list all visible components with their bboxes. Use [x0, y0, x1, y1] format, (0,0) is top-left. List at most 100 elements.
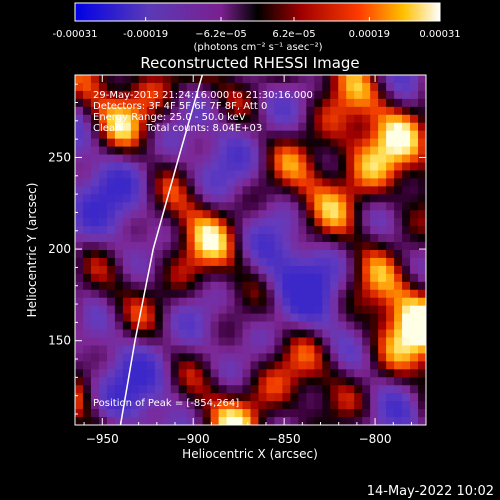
heatmap-cell	[162, 130, 172, 140]
heatmap-cell	[106, 289, 116, 299]
annotation-time: 29-May-2013 21:24:16.000 to 21:30:16.000	[93, 90, 313, 101]
heatmap-cell	[378, 234, 387, 243]
heatmap-cell	[274, 250, 284, 259]
heatmap-cell	[234, 337, 244, 347]
heatmap-cell	[106, 321, 116, 331]
heatmap-cell	[346, 385, 355, 394]
heatmap-cell	[194, 210, 204, 219]
heatmap-cell	[130, 297, 140, 307]
heatmap-cell	[274, 417, 284, 425]
heatmap-cell	[170, 162, 180, 172]
heatmap-cell	[130, 273, 140, 283]
heatmap-cell	[75, 281, 84, 291]
heatmap-cell	[122, 138, 132, 148]
heatmap-cell	[242, 154, 252, 164]
heatmap-cell	[322, 369, 331, 378]
heatmap-cell	[378, 345, 387, 354]
heatmap-cell	[306, 82, 315, 92]
heatmap-cell	[202, 297, 212, 307]
heatmap-cell	[98, 146, 108, 156]
heatmap-cell	[378, 122, 387, 132]
heatmap-cell	[370, 210, 379, 219]
heatmap-cell	[354, 202, 363, 211]
heatmap-cell	[378, 138, 387, 148]
heatmap-cell	[106, 122, 116, 132]
heatmap-cell	[394, 345, 403, 354]
heatmap-cell	[290, 106, 299, 116]
heatmap-cell	[370, 250, 379, 259]
heatmap-cell	[266, 226, 276, 235]
heatmap-cell	[194, 385, 204, 394]
heatmap-cell	[282, 226, 291, 235]
heatmap-cell	[322, 313, 331, 323]
heatmap-cell	[218, 273, 228, 283]
heatmap-cell	[146, 75, 156, 84]
heatmap-cell	[82, 162, 92, 172]
heatmap-cell	[394, 337, 403, 347]
heatmap-cell	[90, 130, 100, 140]
heatmap-cell	[418, 257, 426, 267]
heatmap-cell	[218, 242, 228, 251]
heatmap-cell	[322, 210, 331, 219]
heatmap-cell	[75, 353, 84, 362]
heatmap-cell	[170, 218, 180, 227]
heatmap-cell	[154, 321, 164, 331]
heatmap-cell	[90, 417, 100, 425]
heatmap-cell	[194, 417, 204, 425]
heatmap-cell	[322, 242, 331, 251]
heatmap-cell	[258, 242, 268, 251]
heatmap-cell	[122, 377, 132, 386]
heatmap-cell	[338, 218, 347, 227]
heatmap-cell	[162, 369, 172, 378]
heatmap-cell	[82, 369, 92, 378]
heatmap-cell	[242, 178, 252, 187]
heatmap-cell	[410, 281, 419, 291]
heatmap-cell	[306, 138, 315, 148]
heatmap-cell	[322, 114, 331, 124]
heatmap-cell	[394, 329, 403, 339]
heatmap-cell	[178, 313, 188, 323]
heatmap-cell	[226, 329, 236, 339]
heatmap-cell	[306, 98, 315, 108]
heatmap-cell	[298, 305, 307, 315]
heatmap-cell	[274, 409, 284, 418]
heatmap-cell	[410, 305, 419, 315]
heatmap-cell	[410, 90, 419, 100]
heatmap-cell	[98, 194, 108, 203]
heatmap-cell	[338, 273, 347, 283]
heatmap-cell	[322, 297, 331, 307]
heatmap-cell	[202, 146, 212, 156]
heatmap-cell	[90, 194, 100, 203]
colorbar-tick-label: 0.00031	[419, 29, 460, 40]
heatmap-cell	[410, 345, 419, 354]
heatmap-cell	[346, 417, 355, 425]
heatmap-cell	[162, 377, 172, 386]
heatmap-cell	[82, 273, 92, 283]
heatmap-cell	[170, 242, 180, 251]
heatmap-cell	[90, 250, 100, 259]
heatmap-cell	[410, 409, 419, 418]
heatmap-cell	[314, 130, 323, 140]
heatmap-cell	[194, 361, 204, 370]
heatmap-cell	[106, 265, 116, 275]
heatmap-cell	[226, 194, 236, 203]
heatmap-cell	[322, 75, 331, 84]
heatmap-cell	[210, 329, 220, 339]
heatmap-cell	[114, 202, 124, 211]
heatmap-cell	[226, 154, 236, 164]
heatmap-cell	[258, 417, 268, 425]
heatmap-cell	[370, 337, 379, 347]
heatmap-cell	[330, 154, 339, 164]
heatmap-cell	[130, 417, 140, 425]
heatmap-cell	[258, 377, 268, 386]
heatmap-cell	[322, 122, 331, 132]
heatmap-cell	[82, 106, 92, 116]
heatmap-cell	[338, 154, 347, 164]
heatmap-cell	[314, 226, 323, 235]
heatmap-cell	[386, 401, 395, 410]
heatmap-cell	[338, 130, 347, 140]
heatmap-cell	[330, 321, 339, 331]
heatmap-cell	[338, 377, 347, 386]
heatmap-cell	[114, 329, 124, 339]
heatmap-cell	[234, 130, 244, 140]
